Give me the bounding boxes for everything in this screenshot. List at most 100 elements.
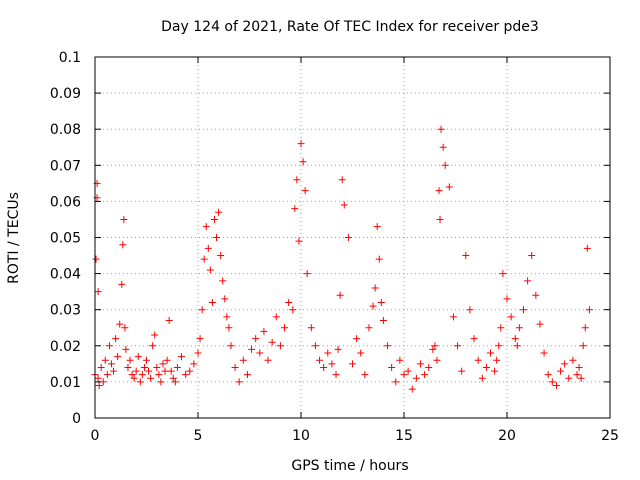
data-point bbox=[169, 374, 177, 382]
data-point bbox=[285, 298, 293, 306]
y-tick-label: 0.08 bbox=[50, 122, 81, 138]
grid-lines bbox=[95, 57, 610, 418]
data-point bbox=[373, 223, 381, 231]
y-tick-label: 0.1 bbox=[59, 50, 81, 66]
data-point bbox=[439, 143, 447, 151]
data-point bbox=[92, 255, 100, 263]
data-point bbox=[365, 324, 373, 332]
data-point bbox=[122, 345, 130, 353]
data-point bbox=[311, 342, 319, 350]
data-point bbox=[466, 306, 474, 314]
data-point bbox=[552, 382, 560, 390]
data-point bbox=[328, 360, 336, 368]
data-point bbox=[379, 317, 387, 325]
data-point bbox=[303, 270, 311, 278]
data-point bbox=[482, 363, 490, 371]
y-tick-label: 0.01 bbox=[50, 375, 81, 391]
data-point bbox=[416, 360, 424, 368]
data-point bbox=[513, 342, 521, 350]
data-point bbox=[478, 374, 486, 382]
data-point bbox=[281, 324, 289, 332]
data-point bbox=[392, 378, 400, 386]
data-point bbox=[134, 353, 142, 361]
data-point bbox=[544, 371, 552, 379]
data-point bbox=[548, 378, 556, 386]
data-point bbox=[136, 378, 144, 386]
data-point bbox=[429, 345, 437, 353]
data-point bbox=[268, 338, 276, 346]
data-point bbox=[581, 324, 589, 332]
data-point bbox=[375, 255, 383, 263]
y-tick-label: 0.07 bbox=[50, 158, 81, 174]
y-tick-label: 0.06 bbox=[50, 194, 81, 210]
data-point bbox=[334, 345, 342, 353]
data-point bbox=[200, 255, 208, 263]
data-point bbox=[384, 342, 392, 350]
data-point bbox=[94, 374, 102, 382]
data-point bbox=[171, 378, 179, 386]
data-point bbox=[206, 266, 214, 274]
data-point bbox=[569, 356, 577, 364]
data-points bbox=[91, 125, 593, 393]
data-point bbox=[264, 356, 272, 364]
data-point bbox=[223, 313, 231, 321]
data-point bbox=[470, 335, 478, 343]
data-point bbox=[495, 342, 503, 350]
data-point bbox=[585, 306, 593, 314]
data-point bbox=[436, 215, 444, 223]
y-tick-label: 0.05 bbox=[50, 231, 81, 247]
data-point bbox=[487, 349, 495, 357]
x-tick-label: 15 bbox=[395, 428, 413, 444]
y-tick-label: 0.09 bbox=[50, 86, 81, 102]
x-tick-label: 0 bbox=[91, 428, 100, 444]
data-point bbox=[256, 349, 264, 357]
data-point bbox=[204, 244, 212, 252]
data-point bbox=[491, 367, 499, 375]
data-point bbox=[344, 234, 352, 241]
data-point bbox=[301, 187, 309, 195]
data-point bbox=[532, 291, 540, 299]
chart-title: Day 124 of 2021, Rate Of TEC Index for r… bbox=[161, 19, 539, 35]
data-point bbox=[511, 335, 519, 343]
data-point bbox=[573, 371, 581, 379]
data-point bbox=[293, 176, 301, 184]
data-point bbox=[369, 302, 377, 310]
data-point bbox=[105, 342, 113, 350]
data-point bbox=[107, 360, 115, 368]
data-point bbox=[454, 342, 462, 350]
data-point bbox=[297, 140, 305, 148]
data-point bbox=[159, 360, 167, 368]
data-point bbox=[340, 201, 348, 209]
data-point bbox=[528, 252, 536, 260]
data-point bbox=[324, 349, 332, 357]
data-point bbox=[213, 234, 221, 241]
x-axis-label: GPS time / hours bbox=[291, 458, 408, 474]
data-point bbox=[515, 324, 523, 332]
data-point bbox=[320, 363, 328, 371]
data-point bbox=[577, 374, 585, 382]
data-point bbox=[338, 176, 346, 184]
data-point bbox=[316, 356, 324, 364]
axes: 0 5 10 15 20 25 0 0.01 0.02 0.03 0.04 0.05 0.06 0.07 0… bbox=[50, 50, 619, 444]
data-point bbox=[583, 244, 591, 252]
y-tick-label: 0 bbox=[72, 411, 81, 427]
data-point bbox=[143, 356, 150, 364]
data-point bbox=[124, 363, 132, 371]
data-point bbox=[307, 324, 315, 332]
data-point bbox=[336, 291, 344, 299]
data-point bbox=[225, 324, 233, 332]
data-point bbox=[157, 378, 165, 386]
data-point bbox=[219, 277, 227, 285]
data-point bbox=[458, 367, 466, 375]
data-point bbox=[260, 327, 268, 335]
data-point bbox=[202, 223, 210, 231]
data-point bbox=[182, 371, 190, 379]
data-point bbox=[540, 349, 548, 357]
data-point bbox=[295, 237, 303, 245]
data-point bbox=[579, 342, 587, 350]
data-point bbox=[118, 280, 126, 288]
data-point bbox=[507, 313, 515, 321]
data-point bbox=[112, 335, 120, 343]
data-point bbox=[132, 367, 140, 375]
